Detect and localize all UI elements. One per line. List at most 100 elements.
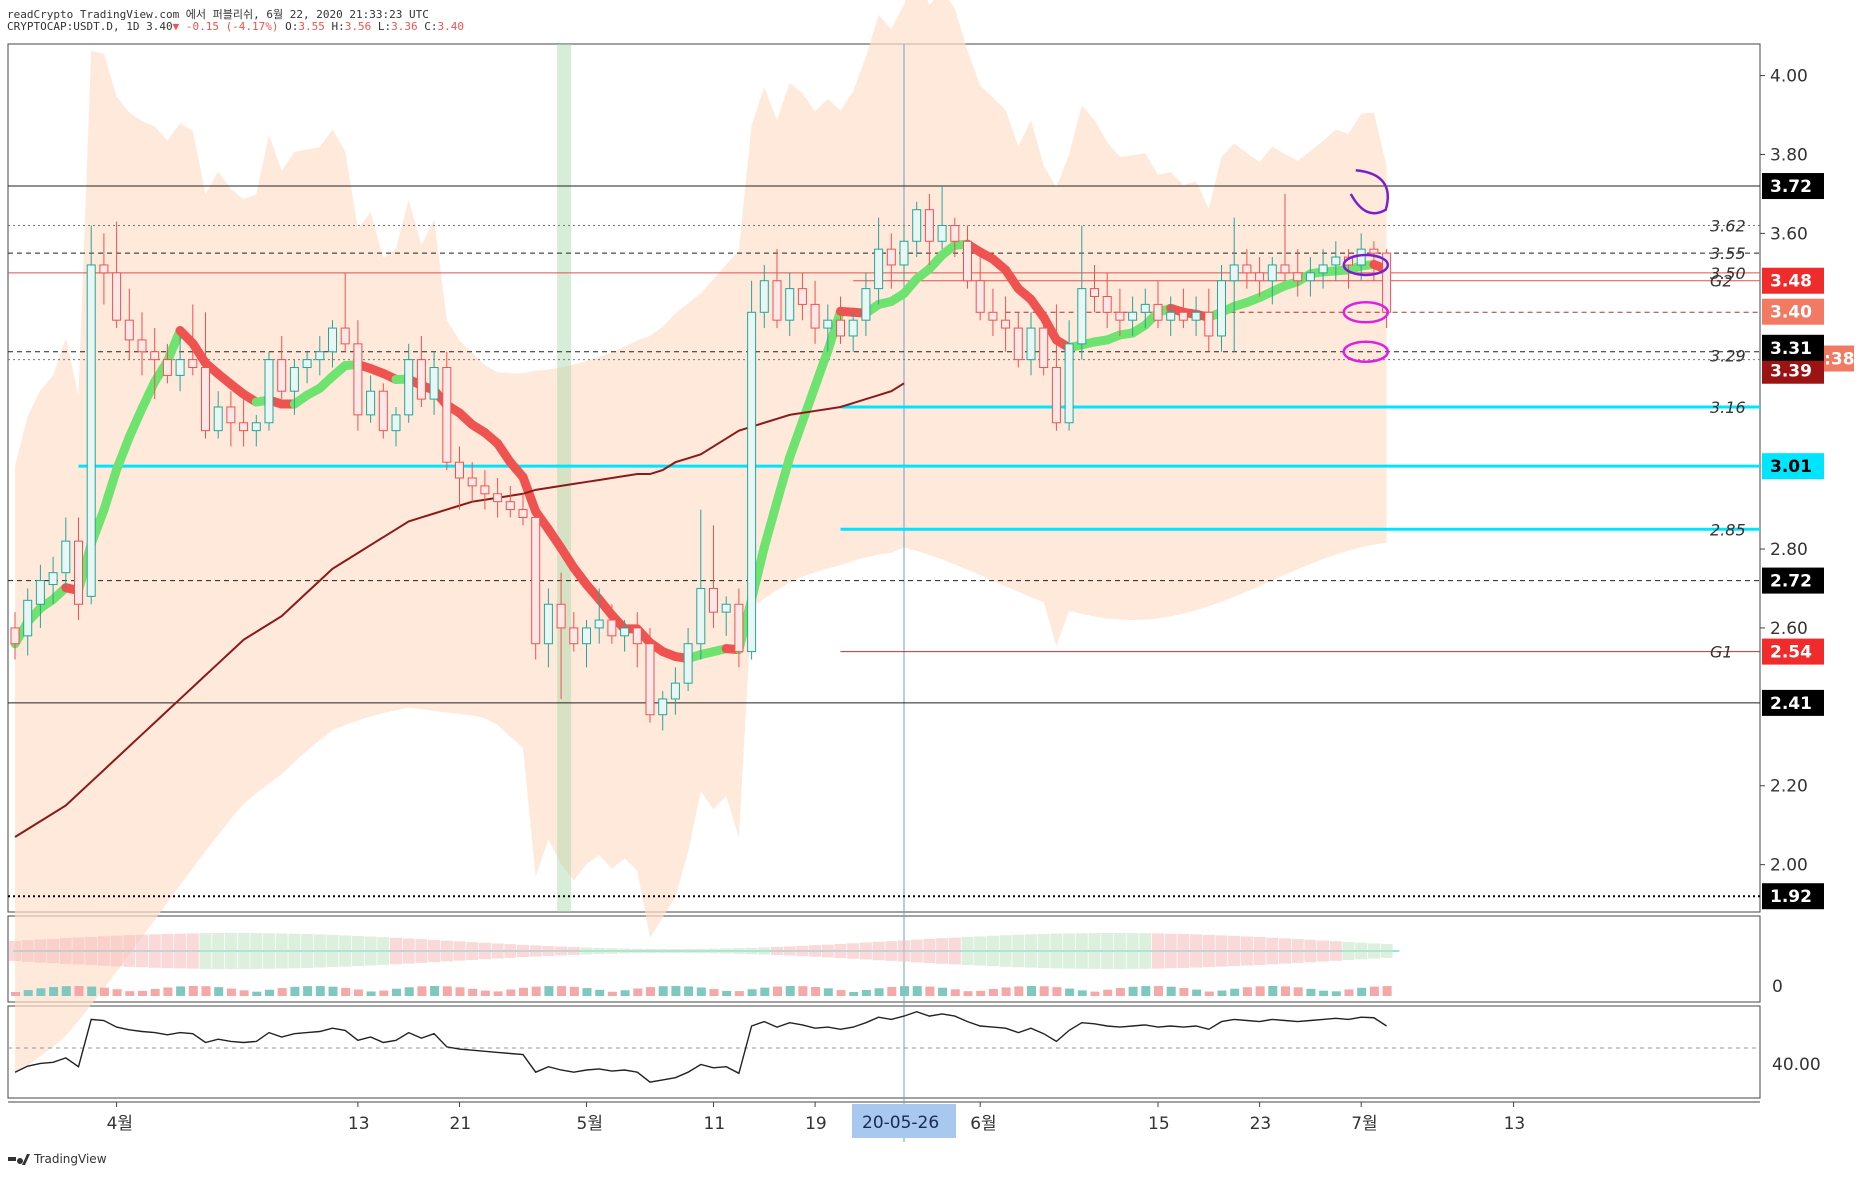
candle-body [1051,367,1061,424]
moving-average-segment [518,472,541,517]
candle-body [963,240,972,282]
candle-body [1090,288,1099,298]
volume-bar [163,987,173,996]
volume-bar [620,990,630,996]
candle-body [226,406,236,424]
drawn-ellipse-annotation [1342,340,1390,363]
candle-body [315,351,325,361]
moving-average-segment [759,497,782,552]
candle-body [937,224,947,242]
price-tag-bg [1762,267,1824,294]
candle-body [493,493,503,503]
level-label: 2.85 [1710,520,1746,539]
x-axis-tick-label: 5월 [577,1114,603,1134]
volume-bar [1103,989,1113,996]
tradingview-logo[interactable]: TradingView [8,1152,107,1166]
volume-bar [633,988,643,996]
volume-bar [1230,988,1240,996]
tradingview-brand-text: TradingView [34,1152,107,1166]
volume-bar [519,987,528,996]
y-axis-tick-label: 2.60 [1770,619,1808,639]
moving-average-segment [137,377,160,413]
volume-bar [569,986,579,996]
price-tag-bg [1762,689,1824,716]
volume-bar [430,986,440,996]
candle-body [99,264,109,274]
y-axis-tick-label: 3.60 [1770,224,1808,244]
volume-bar [328,986,338,996]
price-tag-bg [1762,883,1824,910]
level-label: 3.50 [1710,264,1746,283]
volume-bar [988,988,998,996]
volume-bar [595,989,605,996]
candle-body [632,627,642,645]
volume-bar [849,991,859,996]
candle-body [823,319,833,329]
candle-body [1001,319,1011,329]
low-value: 3.36 [391,20,418,33]
rsi-pane-frame [7,1005,1761,1099]
candle-body [620,627,630,637]
price-change: -0.15 (-4.17%) [185,20,279,33]
candle-body [1191,311,1201,321]
volume-bar [874,988,884,996]
oscillator-pane-frame [7,915,1761,1003]
volume-bar [201,986,211,996]
candle-body [1178,311,1188,321]
rsi-axis-label: 40.00 [1772,1055,1821,1075]
candle-body [213,406,223,432]
volume-bar [188,986,198,996]
volume-bar [1077,990,1087,996]
volume-bar [138,990,147,996]
volume-bar [1293,987,1303,996]
last-price: 3.40 [146,20,173,33]
volume-bar [836,990,846,996]
volume-bar [811,986,821,996]
volume-bar [938,987,948,996]
drawn-ellipse-annotation [1342,253,1390,277]
open-value: 3.55 [298,20,325,33]
candle-body [874,248,884,290]
candle-body [1204,311,1214,337]
price-tag-label: 2.72 [1770,572,1812,592]
candle-body [531,516,541,645]
candle-body [924,209,934,242]
candle-body [1267,264,1277,282]
level-label: 3.62 [1710,216,1746,235]
moving-average-segment [99,465,122,515]
candle-body [442,367,452,463]
candle-body [162,359,172,376]
price-tag-label: 3.39 [1770,362,1812,382]
candle-body [455,461,464,479]
candle-body [251,422,261,432]
volume-bar [290,986,300,996]
drawn-curve-annotation [1349,169,1390,215]
volume-bar [607,991,617,996]
rsi-line [14,1010,1387,1083]
volume-bar [1268,986,1278,996]
volume-bar [468,988,478,996]
x-axis-tick-label: 19 [805,1114,827,1134]
candle-body [772,280,782,321]
candle-body [10,627,20,645]
candle-body [175,359,185,376]
volume-bar [709,989,719,996]
volume-bar [1115,988,1125,996]
candle-body [607,619,617,637]
volume-bar [226,988,236,996]
candle-body [277,359,287,392]
candle-body [1140,303,1150,313]
candle-body [353,343,363,416]
candle-body [683,643,693,684]
volume-bar [176,986,186,996]
volume-bar [557,986,567,996]
y-axis-tick-label: 4.00 [1770,67,1808,87]
x-axis-tick-label: 15 [1148,1114,1170,1134]
moving-average-segment [162,326,185,366]
price-tag-bg [1762,334,1824,361]
x-axis-tick-label: 21 [450,1114,472,1134]
candle-body [734,603,744,653]
candle-body [1217,280,1226,337]
volume-bar [773,986,782,996]
